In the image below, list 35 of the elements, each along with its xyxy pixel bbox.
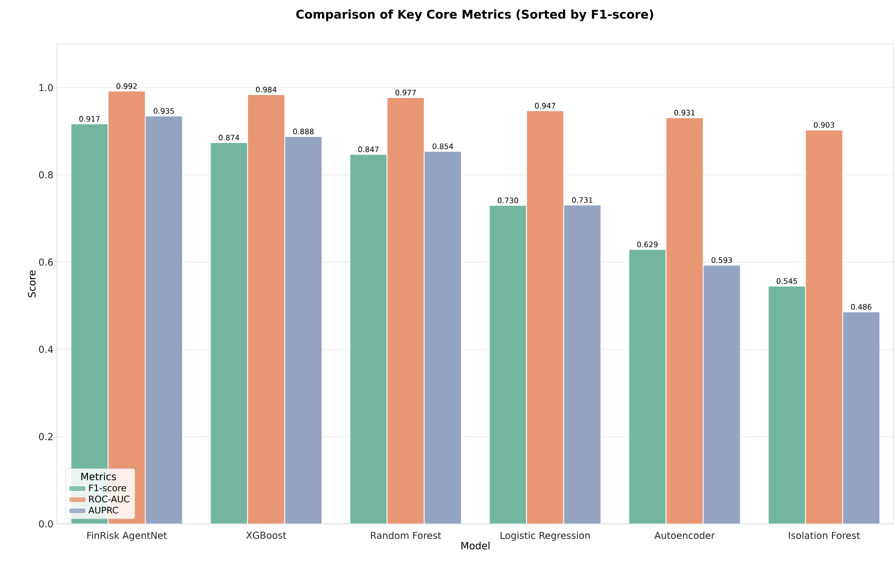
bar: [247, 94, 286, 524]
bar: [284, 136, 322, 524]
x-tick-label: Isolation Forest: [788, 532, 860, 540]
y-tick-label: 0.0: [39, 520, 53, 528]
legend-label: F1-score: [89, 484, 126, 492]
y-tick-label: 1.0: [39, 84, 53, 92]
legend-label: AUPRC: [88, 506, 118, 514]
x-tick-label: XGBoost: [246, 532, 286, 539]
y-tick-label: 0.4: [39, 346, 53, 354]
x-tick-label: FinRisk AgentNet: [87, 532, 167, 541]
bar: [424, 150, 462, 524]
bar: [564, 205, 601, 524]
bar: [842, 312, 880, 524]
bar: [210, 142, 248, 524]
legend-label: ROC-AUC: [89, 496, 130, 502]
bar: [702, 264, 741, 524]
bar: [666, 117, 704, 524]
x-axis-title: Model: [461, 542, 490, 550]
bar: [349, 154, 388, 524]
x-tick-label: Autoencoder: [654, 532, 715, 540]
y-tick-label: 0.2: [39, 433, 53, 440]
legend-title: Metrics: [81, 472, 116, 480]
bar: [386, 97, 425, 524]
y-axis-title: Score: [28, 270, 36, 298]
chart-title: Comparison of Key Core Metrics (Sorted by F1-score): [296, 10, 654, 22]
bar: [768, 286, 806, 524]
y-tick-label: 0.6: [39, 258, 53, 266]
bar: [628, 249, 666, 524]
bar: [805, 130, 844, 524]
y-tick-label: 0.8: [39, 171, 53, 179]
x-tick-label: Random Forest: [370, 532, 442, 540]
bar: [144, 116, 183, 524]
x-tick-label: Logistic Regression: [500, 532, 590, 541]
bar: [489, 205, 527, 524]
bar: [526, 110, 564, 524]
